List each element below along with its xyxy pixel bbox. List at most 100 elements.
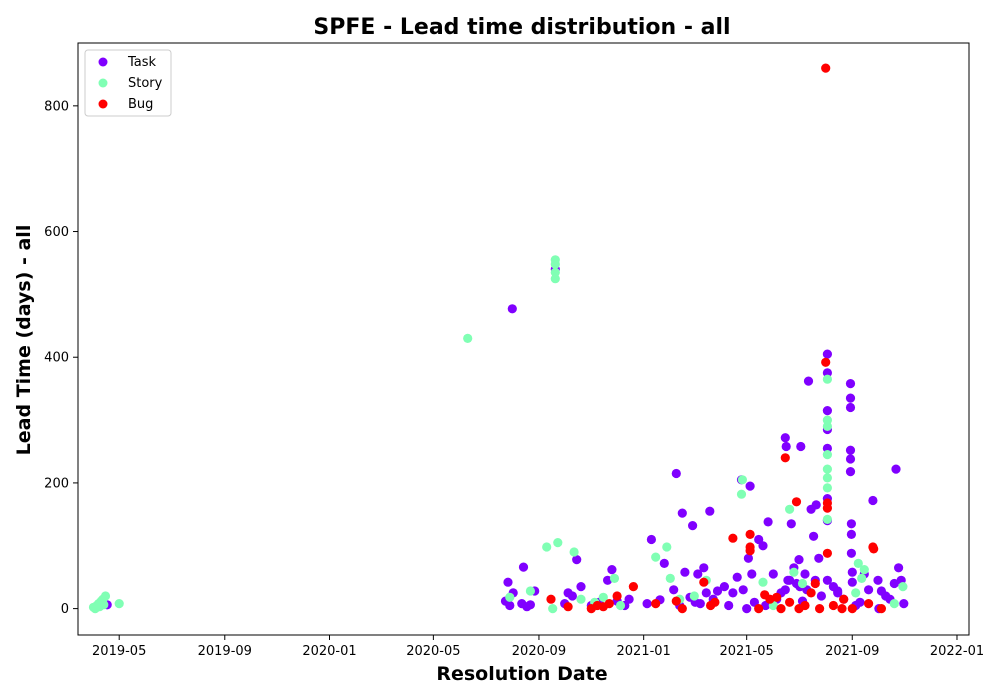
- data-point-task: [781, 441, 791, 452]
- data-point-story: [736, 489, 747, 499]
- data-point-story: [550, 274, 560, 284]
- data-point-task: [845, 402, 856, 413]
- data-point-task: [576, 582, 586, 592]
- data-point-task: [864, 585, 874, 595]
- data-point-task: [677, 508, 687, 518]
- data-point-task: [507, 304, 517, 314]
- data-point-task: [659, 558, 669, 569]
- data-point-bug: [869, 544, 879, 554]
- data-point-bug: [839, 594, 849, 604]
- series-story: [88, 255, 908, 614]
- data-point-bug: [791, 497, 802, 507]
- points-layer: [88, 63, 909, 614]
- data-point-task: [873, 575, 883, 585]
- series-bug: [546, 63, 887, 614]
- data-point-task: [712, 586, 723, 596]
- data-point-task: [642, 599, 652, 609]
- data-point-task: [505, 600, 515, 611]
- data-point-bug: [847, 604, 857, 614]
- data-point-bug: [754, 604, 764, 614]
- data-point-task: [800, 569, 810, 579]
- data-point-task: [780, 433, 790, 443]
- data-point-task: [763, 517, 773, 527]
- data-point-story: [822, 421, 833, 431]
- data-point-bug: [710, 597, 720, 607]
- data-point-story: [822, 473, 833, 483]
- data-point-story: [609, 573, 620, 584]
- y-axis: 0 200 400 600 800: [44, 99, 78, 617]
- x-tick-label: 2020-09: [512, 644, 566, 659]
- data-point-task: [646, 534, 657, 545]
- data-point-story: [662, 542, 672, 552]
- data-point-task: [743, 553, 754, 563]
- data-point-task: [747, 569, 757, 579]
- data-point-story: [598, 592, 608, 602]
- data-point-task: [745, 481, 755, 491]
- data-point-story: [505, 592, 515, 602]
- x-axis: 2019-05 2019-09 2020-01 2020-05 2020-09 2021-…: [92, 635, 984, 659]
- data-point-story: [853, 558, 863, 569]
- data-point-bug: [785, 597, 795, 607]
- data-point-bug: [699, 577, 709, 587]
- data-point-task: [847, 567, 857, 577]
- data-point-story: [822, 514, 833, 525]
- y-axis-label: Lead Time (days) - all: [13, 225, 35, 456]
- data-point-task: [624, 594, 634, 604]
- data-point-story: [898, 582, 908, 592]
- x-tick-label: 2019-09: [198, 644, 252, 659]
- data-point-task: [738, 585, 748, 595]
- data-point-story: [822, 464, 833, 474]
- x-axis-label: Resolution Date: [436, 663, 607, 685]
- data-point-bug: [800, 600, 810, 611]
- data-point-story: [114, 599, 124, 609]
- data-point-task: [603, 575, 613, 585]
- data-point-task: [701, 588, 711, 598]
- data-point-story: [542, 542, 552, 552]
- data-point-task: [796, 441, 806, 452]
- legend: Task Story Bug: [84, 49, 172, 117]
- data-point-task: [822, 406, 833, 416]
- data-point-bug: [810, 578, 820, 589]
- data-point-story: [569, 547, 579, 557]
- data-point-bug: [822, 503, 833, 513]
- x-tick-label: 2021-09: [825, 644, 879, 659]
- data-point-story: [553, 538, 563, 548]
- data-point-bug: [546, 594, 556, 604]
- data-point-task: [809, 531, 819, 541]
- data-point-story: [615, 600, 626, 611]
- y-tick-label: 0: [61, 602, 69, 617]
- y-tick-label: 400: [44, 351, 69, 366]
- data-point-task: [816, 591, 827, 601]
- data-point-story: [797, 578, 808, 589]
- data-point-task: [724, 600, 734, 611]
- data-point-task: [693, 569, 703, 579]
- data-point-task: [833, 588, 843, 598]
- data-point-task: [786, 519, 796, 529]
- data-point-task: [669, 585, 679, 595]
- y-tick-label: 600: [44, 225, 69, 240]
- data-point-story: [665, 573, 675, 584]
- y-tick-label: 800: [44, 99, 69, 114]
- data-point-task: [822, 575, 833, 585]
- legend-marker-task: [98, 57, 108, 67]
- data-point-story: [789, 567, 799, 577]
- legend-marker-bug: [98, 99, 108, 109]
- data-point-story: [576, 594, 586, 604]
- data-point-story: [889, 599, 899, 609]
- data-point-story: [100, 591, 111, 601]
- data-point-bug: [563, 602, 573, 612]
- data-point-task: [845, 454, 856, 464]
- data-point-task: [688, 521, 698, 531]
- x-tick-label: 2021-05: [720, 644, 774, 659]
- data-point-story: [689, 591, 699, 601]
- data-point-story: [548, 604, 558, 614]
- data-point-bug: [604, 599, 614, 609]
- data-point-task: [894, 563, 904, 573]
- legend-box: [84, 49, 172, 117]
- data-point-bug: [806, 588, 816, 598]
- data-point-story: [822, 415, 833, 425]
- data-point-task: [822, 368, 833, 378]
- data-point-story: [857, 573, 867, 584]
- data-point-task: [845, 393, 856, 403]
- data-point-task: [846, 529, 857, 540]
